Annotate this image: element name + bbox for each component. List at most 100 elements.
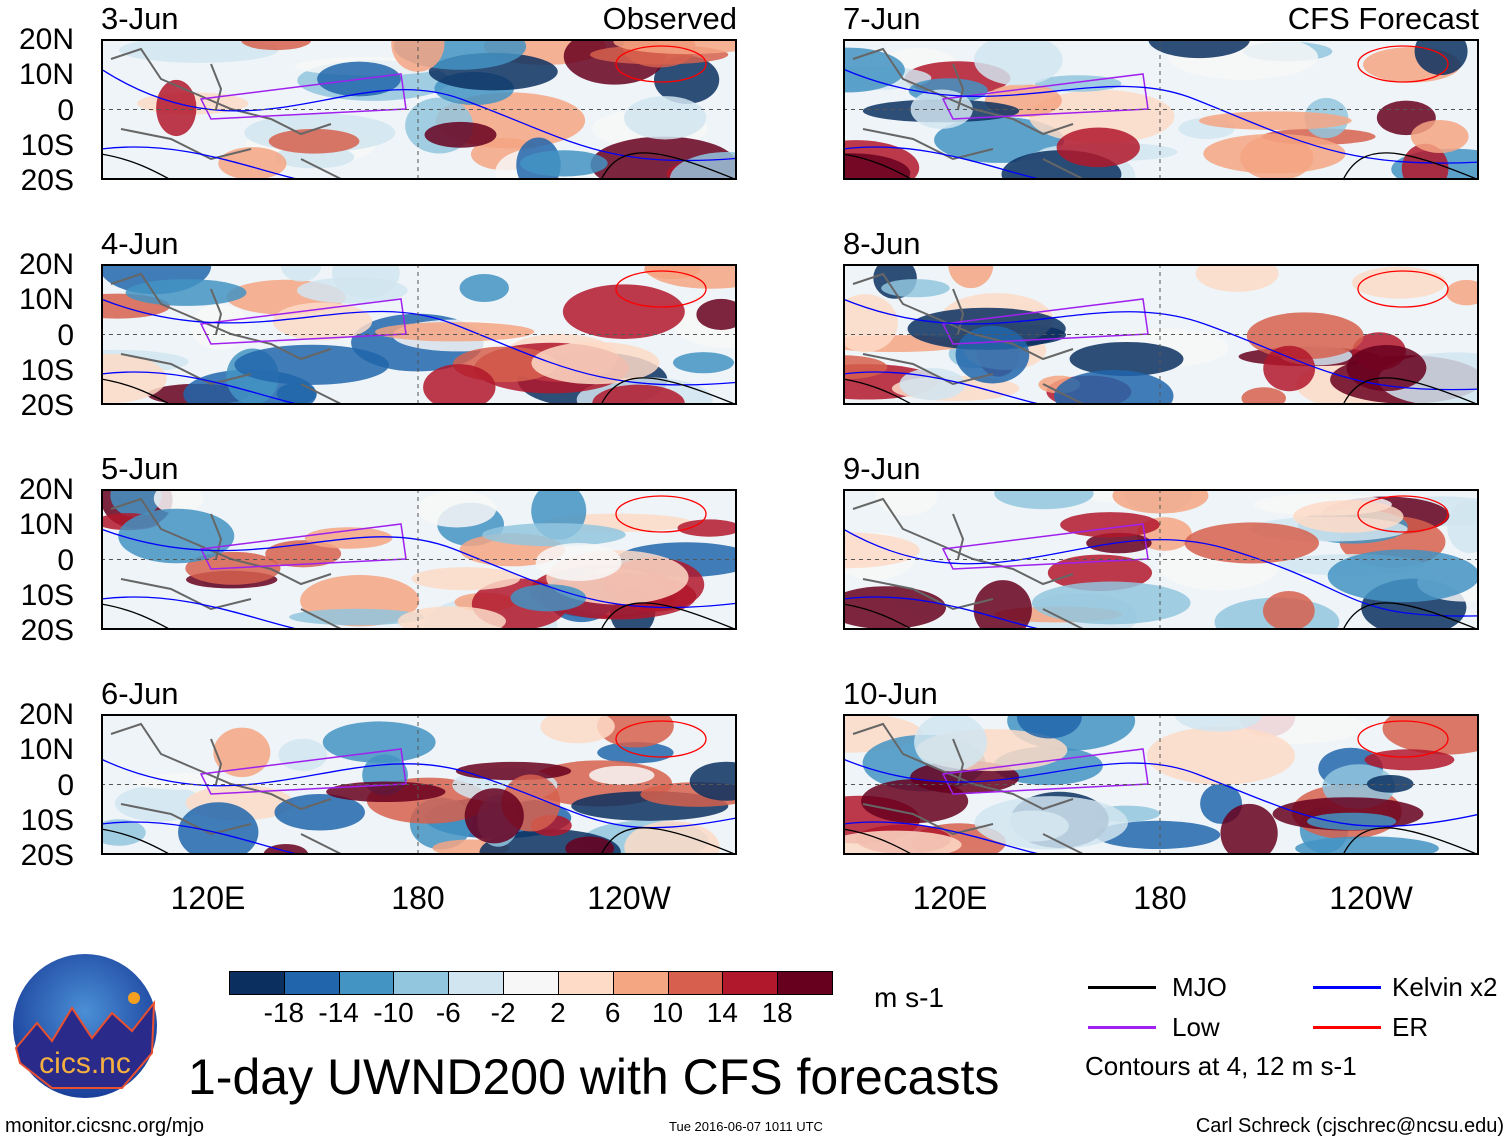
legend-label-kelvin: Kelvin x2 xyxy=(1392,972,1498,1002)
wind-anomaly-blob xyxy=(1054,370,1174,405)
panel-date: 3-Jun xyxy=(101,1,179,36)
legend-line-mjo xyxy=(1088,986,1156,989)
wind-anomaly-blob xyxy=(1446,279,1479,306)
y-tick-label: 20N xyxy=(18,473,74,506)
wind-anomaly-blob xyxy=(153,489,204,515)
wind-anomaly-blob xyxy=(653,55,720,104)
wind-anomaly-blob xyxy=(1246,312,1364,360)
y-tick-label: 10N xyxy=(18,283,74,317)
panel-frame xyxy=(101,39,737,180)
wind-anomaly-blob xyxy=(1031,581,1191,625)
panel-date: 6-Jun xyxy=(101,676,179,711)
wind-anomaly-blob xyxy=(375,322,535,342)
wind-anomaly-blob xyxy=(1148,39,1250,59)
kelvin-contour xyxy=(101,821,302,855)
colorbar-box xyxy=(722,971,779,995)
wind-anomaly-blob xyxy=(459,274,509,303)
colorbar-box xyxy=(612,971,669,995)
er-contour xyxy=(1357,495,1449,533)
wind-anomaly-blob xyxy=(592,384,685,405)
wind-anomaly-blob xyxy=(973,580,1032,630)
panel-frame xyxy=(101,264,737,405)
wind-anomaly-blob xyxy=(178,802,259,855)
y-tick-label: 0 xyxy=(57,318,74,352)
coastline xyxy=(110,722,342,855)
panel-date: 4-Jun xyxy=(101,226,179,261)
panel-date: 8-Jun xyxy=(843,226,921,261)
wind-anomaly-blob xyxy=(263,844,309,855)
column-label: CFS Forecast xyxy=(1287,1,1479,36)
colorbar-box xyxy=(777,971,833,995)
y-tick-label: 20N xyxy=(18,698,74,731)
kelvin-contour xyxy=(843,758,1479,827)
wind-anomaly-blob xyxy=(322,721,436,763)
colorbar-box xyxy=(448,971,505,995)
panel-date: 7-Jun xyxy=(843,1,921,36)
wind-anomaly-blob xyxy=(276,382,317,405)
panel-map xyxy=(843,264,1479,405)
wind-anomaly-blob xyxy=(234,344,389,385)
wind-anomaly-blob xyxy=(101,353,167,403)
mjo-contour xyxy=(101,377,737,405)
colorbar-box xyxy=(283,971,340,995)
panel-date: 5-Jun xyxy=(101,451,179,486)
wind-anomaly-blob xyxy=(1112,489,1209,514)
wind-anomaly-blob xyxy=(1195,264,1279,292)
colorbar-tick-label: 14 xyxy=(706,997,738,1028)
kelvin-contour xyxy=(843,821,1044,855)
wind-anomaly-blob xyxy=(280,264,322,282)
contour-note: Contours at 4, 12 m s-1 xyxy=(1085,1051,1357,1081)
x-tick-label: 180 xyxy=(391,880,445,916)
coastline xyxy=(110,272,342,405)
colorbar-box xyxy=(557,971,614,995)
wind-anomaly-blob xyxy=(114,785,204,822)
er-contour xyxy=(1357,720,1449,758)
mjo-contour xyxy=(101,152,737,180)
wind-anomaly-blob xyxy=(689,761,737,801)
wind-anomaly-blob xyxy=(843,153,911,180)
wind-anomaly-blob xyxy=(190,304,250,350)
colorbar-tick-label: 6 xyxy=(604,997,621,1028)
wind-anomaly-blob xyxy=(1184,522,1320,564)
coastline xyxy=(852,722,1084,855)
kelvin-contour xyxy=(101,596,302,630)
panel-map xyxy=(843,489,1479,630)
panel-map xyxy=(843,39,1479,180)
wind-anomaly-blob xyxy=(101,819,146,846)
colorbar-tick-label: -10 xyxy=(373,997,414,1028)
mjo-contour xyxy=(843,377,1479,405)
wind-anomaly-blob xyxy=(565,836,615,855)
legend-label-mjo: MJO xyxy=(1172,972,1227,1002)
mjo-contour xyxy=(101,602,737,630)
coastline xyxy=(110,497,342,630)
figure-title: 1-day UWND200 with CFS forecasts xyxy=(188,1049,1000,1105)
wind-anomaly-blob xyxy=(423,364,496,405)
wind-anomaly-blob xyxy=(1382,714,1479,755)
er-contour xyxy=(615,45,707,83)
wind-anomaly-blob xyxy=(535,542,622,581)
mjo-contour xyxy=(843,152,1479,180)
wind-anomaly-blob xyxy=(455,761,572,781)
y-tick-label: 10S xyxy=(20,353,74,387)
wind-anomaly-blob xyxy=(218,147,287,180)
wind-anomaly-blob xyxy=(1028,89,1175,144)
footer-author: Carl Schreck (cjschrec@ncsu.edu) xyxy=(1195,1115,1504,1137)
y-tick-label: 10S xyxy=(20,128,74,162)
y-tick-label: 0 xyxy=(57,93,74,127)
wind-anomaly-blob xyxy=(1366,774,1414,793)
panel-map xyxy=(101,714,737,855)
kelvin-contour xyxy=(843,146,1044,180)
mjo-contour xyxy=(101,827,737,855)
wind-anomaly-blob xyxy=(531,341,660,385)
wind-anomaly-blob xyxy=(156,79,197,137)
panel-date: 10-Jun xyxy=(843,676,938,711)
footer-url[interactable]: monitor.cicsnc.org/mjo xyxy=(5,1115,204,1137)
legend-line-kelvin xyxy=(1313,986,1381,989)
wind-anomaly-blob xyxy=(1146,726,1296,785)
panel-frame xyxy=(843,264,1479,405)
x-tick-label: 120E xyxy=(912,880,988,916)
wind-anomaly-blob xyxy=(1414,39,1468,76)
panel-date: 9-Jun xyxy=(843,451,921,486)
er-contour xyxy=(615,720,707,758)
